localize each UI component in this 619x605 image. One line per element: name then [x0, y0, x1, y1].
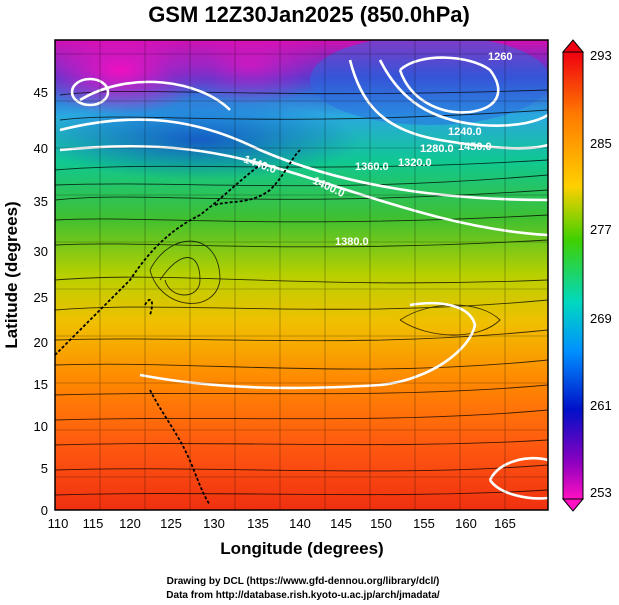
- y-axis-ticks: 0 5 10 15 20 25 30 35 40 45: [34, 85, 48, 518]
- colorbar-tick-label: 277: [590, 222, 612, 237]
- y-tick-label: 10: [34, 419, 48, 434]
- x-axis-label: Longitude (degrees): [220, 539, 383, 558]
- contour-label: 1320.0: [398, 157, 432, 169]
- contour-label: 1450.0: [458, 141, 492, 153]
- y-tick-label: 5: [41, 461, 48, 476]
- colorbar-bottom-arrow: [561, 498, 585, 512]
- x-tick-label: 130: [203, 516, 225, 531]
- geopotential-contours: [59, 56, 548, 500]
- y-tick-label: 15: [34, 377, 48, 392]
- x-tick-label: 165: [494, 516, 516, 531]
- colorbar-tick-label: 253: [590, 485, 612, 500]
- colorbar-top-arrow: [561, 39, 585, 53]
- y-axis-label: Latitude (degrees): [2, 201, 21, 348]
- contour-label: 1280.0: [420, 143, 454, 155]
- colorbar-tick-label: 261: [590, 398, 612, 413]
- credit-drawing: Drawing by DCL (https://www.gfd-dennou.o…: [167, 576, 440, 587]
- colorbar-tick-label: 293: [590, 48, 612, 63]
- x-tick-label: 160: [455, 516, 477, 531]
- y-tick-label: 40: [34, 141, 48, 156]
- y-tick-label: 35: [34, 194, 48, 209]
- x-axis-ticks: 110 115 120 125 130 135 140 145 150 155 …: [48, 516, 516, 531]
- x-tick-label: 135: [247, 516, 269, 531]
- map-plot-area: 1260 1440.0 1400.0 1360.0 1320.0 1280.0 …: [55, 40, 548, 510]
- coastlines: [55, 149, 301, 506]
- contour-label: 1240.0: [448, 126, 482, 138]
- cold-anomaly-north: [170, 40, 330, 105]
- contour-label: 1260: [488, 51, 512, 63]
- grid-lines: [55, 40, 548, 510]
- x-tick-label: 145: [330, 516, 352, 531]
- figure-title: GSM 12Z30Jan2025 (850.0hPa): [148, 2, 470, 27]
- y-tick-label: 45: [34, 85, 48, 100]
- colorbar-tick-label: 285: [590, 136, 612, 151]
- x-tick-label: 155: [413, 516, 435, 531]
- x-tick-label: 125: [160, 516, 182, 531]
- x-tick-label: 110: [48, 516, 69, 531]
- contour-label: 1380.0: [335, 236, 369, 248]
- credit-data: Data from http://database.rish.kyoto-u.a…: [166, 590, 440, 601]
- x-tick-label: 120: [119, 516, 141, 531]
- y-tick-label: 25: [34, 290, 48, 305]
- x-tick-label: 140: [289, 516, 311, 531]
- x-tick-label: 115: [83, 516, 104, 531]
- x-tick-label: 150: [370, 516, 392, 531]
- plot-frame: [54, 39, 549, 511]
- colorbar-scale: [562, 51, 584, 500]
- y-tick-label: 20: [34, 335, 48, 350]
- contour-label: 1360.0: [355, 161, 389, 173]
- y-tick-label: 0: [41, 503, 48, 518]
- y-tick-label: 30: [34, 244, 48, 259]
- colorbar-tick-label: 269: [590, 311, 612, 326]
- streamlines: [55, 89, 548, 496]
- colorbar: 293 285 277 269 261 253: [561, 39, 612, 512]
